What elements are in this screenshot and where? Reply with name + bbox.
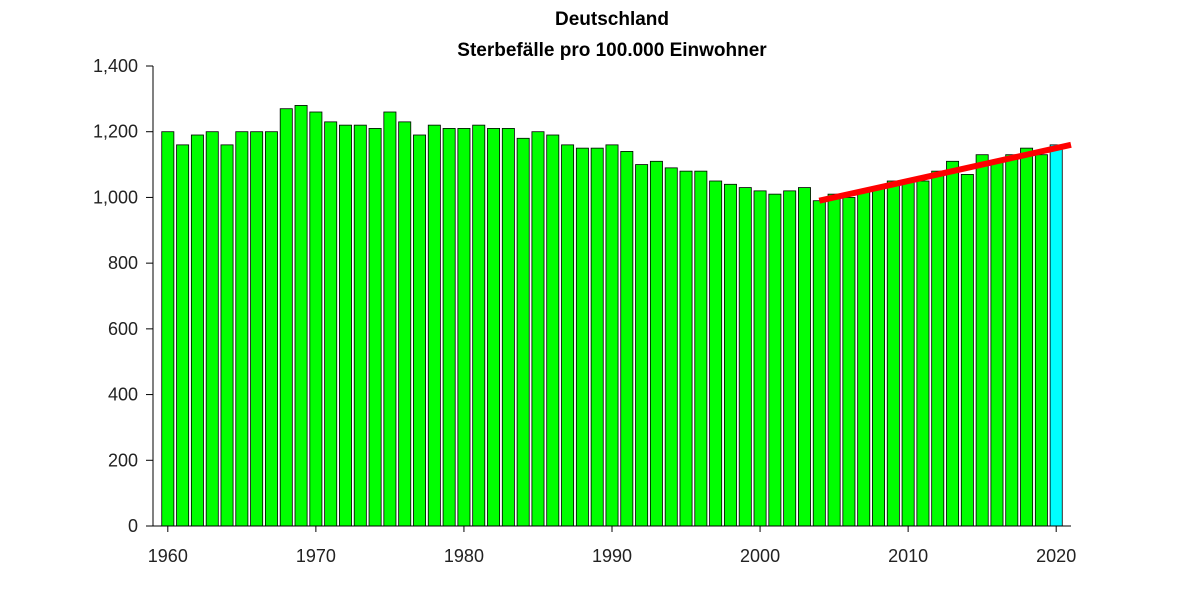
bar-2004: [812, 200, 826, 527]
bar-1984: [516, 137, 530, 527]
bar-1980: [457, 128, 471, 527]
x-tick-label-2020: 2020: [1036, 546, 1076, 566]
bar-1964: [220, 144, 234, 527]
y-tick-label-0: 0: [128, 516, 138, 536]
bar-1961: [176, 144, 190, 527]
trend-line: [818, 141, 1072, 204]
bar-2007: [857, 190, 871, 527]
bar-1978: [427, 124, 441, 527]
bar-1988: [575, 147, 589, 527]
bar-2019: [1034, 154, 1048, 527]
x-tick-label-2010: 2010: [888, 546, 928, 566]
bar-1995: [679, 170, 693, 527]
bar-2017: [1005, 154, 1019, 527]
bar-2002: [783, 190, 797, 527]
y-tick-label-800: 800: [108, 253, 138, 273]
y-tick-label-400: 400: [108, 385, 138, 405]
bar-1983: [501, 128, 515, 527]
y-tick-label-200: 200: [108, 450, 138, 470]
bar-1997: [709, 180, 723, 527]
bar-1979: [442, 128, 456, 527]
bar-2009: [886, 180, 900, 527]
bar-2006: [842, 197, 856, 527]
bar-1967: [264, 131, 278, 527]
bar-1992: [635, 164, 649, 527]
bar-1985: [531, 131, 545, 527]
chart-title: Deutschland: [555, 9, 669, 30]
bar-1982: [487, 128, 501, 527]
bar-2015: [975, 154, 989, 527]
bar-1960: [161, 131, 175, 527]
bar-1999: [738, 187, 752, 527]
x-axis-ticks: 1960 1970 1980 1990 2000 2010 2020: [148, 526, 1076, 566]
bar-2010: [901, 180, 915, 527]
x-tick-label-1960: 1960: [148, 546, 188, 566]
bar-2000: [753, 190, 767, 527]
trend-line-group: [818, 141, 1072, 204]
bar-1962: [190, 134, 204, 527]
bar-1977: [413, 134, 426, 527]
bar-1986: [546, 134, 560, 527]
bar-1963: [205, 131, 219, 527]
bar-1976: [398, 121, 412, 527]
y-tick-label-1400: 1,400: [93, 56, 138, 76]
bar-1965: [235, 131, 249, 527]
bar-2008: [872, 187, 885, 527]
bar-2013: [946, 160, 960, 527]
bar-2011: [916, 180, 930, 527]
bar-2001: [768, 193, 782, 527]
bar-1991: [620, 151, 634, 527]
bar-1989: [590, 147, 604, 527]
bar-2016: [990, 160, 1004, 527]
bar-2014: [960, 174, 974, 527]
bars-group: [161, 105, 1063, 527]
x-tick-label-2000: 2000: [740, 546, 780, 566]
bar-1970: [309, 111, 323, 527]
bar-1998: [723, 183, 737, 527]
bar-1973: [353, 124, 367, 527]
bar-1968: [279, 108, 293, 527]
bar-1966: [250, 131, 264, 527]
chart-subtitle: Sterbefälle pro 100.000 Einwohner: [457, 40, 767, 61]
bar-1996: [694, 170, 708, 527]
bar-1969: [294, 105, 308, 527]
bar-1974: [368, 128, 382, 527]
x-tick-label-1980: 1980: [444, 546, 484, 566]
bar-1987: [561, 144, 575, 527]
x-tick-label-1990: 1990: [592, 546, 632, 566]
y-tick-label-600: 600: [108, 319, 138, 339]
bar-2005: [827, 193, 841, 527]
bar-2012: [931, 170, 945, 527]
bar-1975: [383, 111, 397, 527]
y-axis-ticks: 0 200 400 600 800 1,000 1,200 1,400: [93, 56, 153, 536]
y-tick-label-1200: 1,200: [93, 122, 138, 142]
y-tick-label-1000: 1,000: [93, 187, 138, 207]
x-tick-label-1970: 1970: [296, 546, 336, 566]
bar-1981: [472, 124, 486, 527]
bar-2003: [798, 187, 811, 527]
bar-1993: [649, 160, 663, 527]
bar-2018: [1020, 147, 1034, 527]
bar-1971: [324, 121, 338, 527]
bar-2020: [1049, 144, 1063, 527]
bar-1994: [664, 167, 678, 527]
bar-1972: [339, 124, 352, 527]
bar-1990: [605, 144, 619, 527]
